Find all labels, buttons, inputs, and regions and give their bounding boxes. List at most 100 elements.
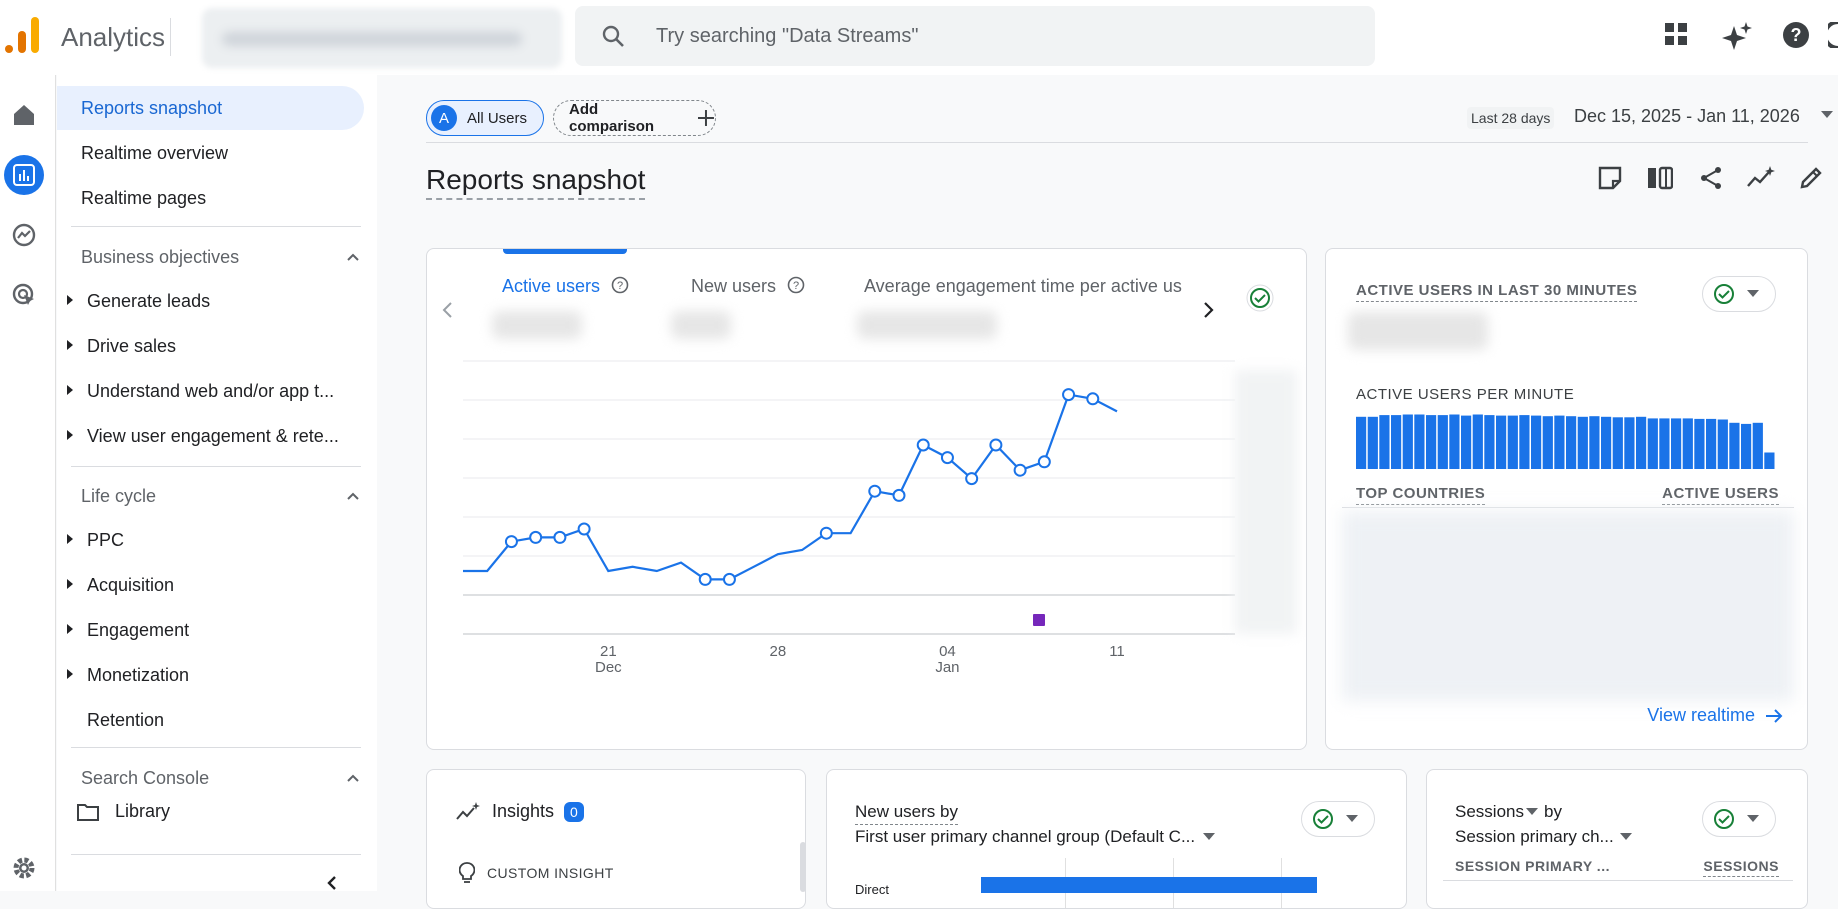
minute-bar[interactable] <box>1402 414 1413 470</box>
top-countries-header[interactable]: TOP COUNTRIES <box>1356 485 1486 505</box>
data-point[interactable] <box>819 526 833 540</box>
active-users-column-header[interactable]: ACTIVE USERS <box>1662 485 1779 505</box>
compare-columns-icon[interactable] <box>1647 166 1673 190</box>
insights-sparkle-icon[interactable] <box>1747 166 1775 190</box>
rail-settings[interactable] <box>4 852 44 884</box>
collapse-nav-icon[interactable] <box>325 875 339 891</box>
minute-bar[interactable] <box>1484 415 1495 469</box>
minute-bar[interactable] <box>1659 418 1670 469</box>
nav-item-acquisition[interactable]: Acquisition <box>67 575 367 596</box>
minute-bar[interactable] <box>1764 452 1775 470</box>
minute-bar[interactable] <box>1379 415 1390 469</box>
search-input[interactable] <box>654 16 1344 56</box>
minute-bar[interactable] <box>1507 415 1518 469</box>
minute-bar[interactable] <box>1694 418 1705 469</box>
nav-item-ppc[interactable]: PPC <box>67 530 367 551</box>
nav-item-user-engagement[interactable]: View user engagement & rete... <box>67 426 367 447</box>
view-realtime-link[interactable]: View realtime <box>1647 705 1783 726</box>
minute-bar[interactable] <box>1519 415 1530 469</box>
data-point[interactable] <box>868 484 882 498</box>
minute-bar[interactable] <box>1449 414 1460 470</box>
minute-bar[interactable] <box>1542 416 1553 469</box>
check-circle-icon[interactable] <box>1246 284 1274 312</box>
minute-bar[interactable] <box>1437 415 1448 469</box>
apps-grid-icon[interactable] <box>1664 22 1688 46</box>
nav-item-retention[interactable]: Retention <box>87 710 165 730</box>
data-point[interactable] <box>577 522 591 536</box>
rail-home[interactable] <box>4 95 44 135</box>
minute-bar[interactable] <box>1612 417 1623 469</box>
data-point[interactable] <box>1086 392 1100 406</box>
minute-bar[interactable] <box>1356 416 1367 469</box>
scrollbar[interactable] <box>800 842 806 892</box>
sessions-metric-selector[interactable]: Sessions by <box>1455 802 1562 821</box>
data-point[interactable] <box>553 530 567 544</box>
new-users-title[interactable]: New users by <box>855 802 958 825</box>
insights-header[interactable]: Insights 0 <box>456 801 584 822</box>
minute-bar[interactable] <box>1531 415 1542 469</box>
data-point[interactable] <box>989 438 1003 452</box>
tab-avg-engagement-time[interactable]: Average engagement time per active us <box>864 276 1182 296</box>
data-point[interactable] <box>1013 463 1027 477</box>
nav-item-drive-sales[interactable]: Drive sales <box>67 336 367 357</box>
data-point[interactable] <box>916 438 930 452</box>
nav-item-understand-traffic[interactable]: Understand web and/or app t... <box>67 381 367 402</box>
help-icon[interactable]: ? <box>1783 22 1809 48</box>
minute-bar[interactable] <box>1566 416 1577 469</box>
minute-bar[interactable] <box>1647 418 1658 469</box>
data-point[interactable] <box>722 572 736 586</box>
analytics-logo[interactable] <box>5 17 39 53</box>
nav-group-search-console[interactable]: Search Console <box>81 768 361 784</box>
data-point[interactable] <box>529 530 543 544</box>
nav-realtime-overview[interactable]: Realtime overview <box>81 143 229 163</box>
new-users-compare-dropdown[interactable] <box>1301 801 1375 837</box>
rail-explore[interactable] <box>4 215 44 255</box>
note-icon[interactable] <box>1598 166 1622 190</box>
data-point[interactable] <box>965 472 979 486</box>
help-outline-icon[interactable]: ? <box>787 276 805 294</box>
realtime-title[interactable]: ACTIVE USERS IN LAST 30 MINUTES <box>1356 282 1638 302</box>
minute-bar[interactable] <box>1729 422 1740 469</box>
account-selector[interactable] <box>202 8 562 68</box>
minute-bar[interactable] <box>1752 422 1763 469</box>
minute-bar[interactable] <box>1472 414 1483 470</box>
tab-new-users[interactable]: New users ? <box>691 276 805 297</box>
minute-bar[interactable] <box>1717 419 1728 470</box>
realtime-compare-dropdown[interactable] <box>1702 276 1776 312</box>
data-point[interactable] <box>892 488 906 502</box>
minute-bar[interactable] <box>1624 417 1635 469</box>
search-bar[interactable] <box>575 6 1375 66</box>
bar-direct[interactable] <box>981 877 1317 893</box>
event-annotation-marker[interactable] <box>1033 614 1045 626</box>
sessions-dimension-selector[interactable]: Session primary ch... <box>1455 827 1632 847</box>
account-avatar-icon[interactable] <box>1828 22 1838 48</box>
nav-item-monetization[interactable]: Monetization <box>67 665 367 686</box>
edit-pencil-icon[interactable] <box>1799 166 1823 190</box>
minute-bar[interactable] <box>1367 416 1378 469</box>
minute-bar[interactable] <box>1636 416 1647 469</box>
help-outline-icon[interactable]: ? <box>611 276 629 294</box>
nav-group-business-objectives[interactable]: Business objectives <box>81 247 361 268</box>
sessions-compare-dropdown[interactable] <box>1702 801 1776 837</box>
segment-chip-all-users[interactable]: A All Users <box>426 100 544 136</box>
data-point[interactable] <box>1062 388 1076 402</box>
minute-bar[interactable] <box>1741 423 1752 469</box>
rail-advertising[interactable] <box>4 275 44 315</box>
chevron-right-icon[interactable] <box>1202 301 1216 319</box>
share-icon[interactable] <box>1699 166 1723 190</box>
tab-active-users[interactable]: Active users ? <box>502 276 629 297</box>
minute-bar[interactable] <box>1426 415 1437 469</box>
minute-bar[interactable] <box>1461 415 1472 469</box>
minute-bar[interactable] <box>1682 418 1693 469</box>
minute-bar[interactable] <box>1671 418 1682 469</box>
custom-insight-row[interactable]: CUSTOM INSIGHT <box>459 862 614 884</box>
data-point[interactable] <box>1037 455 1051 469</box>
nav-item-engagement[interactable]: Engagement <box>67 620 367 641</box>
minute-bar[interactable] <box>1391 415 1402 469</box>
minute-bar[interactable] <box>1414 414 1425 470</box>
chevron-left-icon[interactable] <box>440 301 454 319</box>
add-comparison-button[interactable]: Add comparison <box>553 100 716 136</box>
dimension-selector[interactable]: First user primary channel group (Defaul… <box>855 827 1216 847</box>
date-range-picker[interactable]: Dec 15, 2025 - Jan 11, 2026 <box>1574 106 1833 127</box>
minute-bar[interactable] <box>1589 416 1600 469</box>
